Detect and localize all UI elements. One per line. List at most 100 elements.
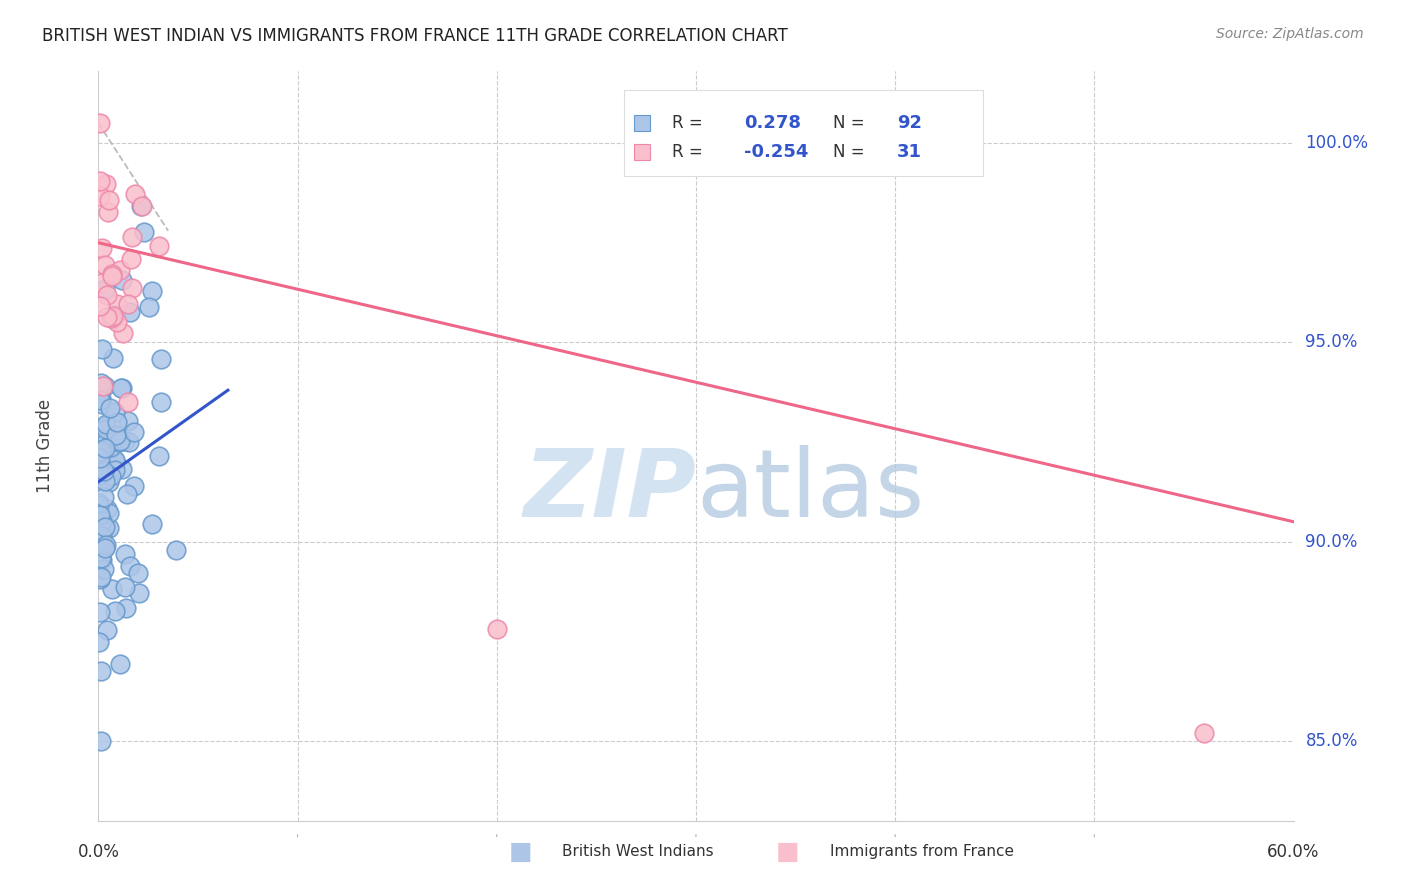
Point <box>134 225 156 239</box>
Point <box>120 305 142 319</box>
Text: British West Indians: British West Indians <box>562 845 714 859</box>
Text: R =: R = <box>672 114 709 132</box>
Point <box>101 351 124 365</box>
Text: Source: ZipAtlas.com: Source: ZipAtlas.com <box>1216 27 1364 41</box>
Point <box>138 300 160 314</box>
Point <box>131 199 153 213</box>
Point <box>104 454 127 468</box>
Point <box>114 580 136 594</box>
Text: ■: ■ <box>776 840 799 863</box>
Point <box>111 462 134 476</box>
Text: N =: N = <box>834 114 870 132</box>
Text: 92: 92 <box>897 114 922 132</box>
Point <box>115 601 138 615</box>
Point <box>90 570 112 584</box>
Point <box>117 414 139 428</box>
Text: ■: ■ <box>509 840 531 863</box>
Point <box>91 528 114 542</box>
FancyBboxPatch shape <box>634 144 650 161</box>
Point <box>100 469 122 483</box>
Point <box>89 573 111 587</box>
Point <box>117 297 139 311</box>
Point <box>121 281 143 295</box>
Point <box>98 193 121 207</box>
Point <box>90 551 112 566</box>
Text: -0.254: -0.254 <box>744 143 808 161</box>
Point <box>90 391 112 405</box>
Point <box>90 277 112 291</box>
Point <box>91 522 114 536</box>
Point <box>91 553 114 567</box>
Point <box>96 501 118 516</box>
Text: 0.0%: 0.0% <box>77 843 120 861</box>
Text: 85.0%: 85.0% <box>1306 732 1358 750</box>
Point <box>104 428 127 442</box>
Point <box>100 433 122 447</box>
Point <box>94 474 117 488</box>
Point <box>89 456 111 470</box>
Point <box>122 425 145 439</box>
Point <box>96 178 118 192</box>
Point <box>98 401 121 416</box>
Point <box>114 434 136 448</box>
Point <box>89 464 111 478</box>
Point <box>90 733 112 747</box>
Point <box>97 205 120 219</box>
Text: Immigrants from France: Immigrants from France <box>830 845 1014 859</box>
Point <box>100 310 122 325</box>
Point <box>89 466 111 480</box>
Text: 31: 31 <box>897 143 922 161</box>
Text: 11th Grade: 11th Grade <box>35 399 53 493</box>
Point <box>89 188 111 202</box>
Point <box>94 379 117 393</box>
Point <box>96 623 118 637</box>
Point <box>150 395 173 409</box>
Point <box>89 392 111 407</box>
Text: 60.0%: 60.0% <box>1267 843 1320 861</box>
Point <box>128 586 150 600</box>
Text: R =: R = <box>672 143 709 161</box>
Point <box>117 394 139 409</box>
Point <box>131 199 153 213</box>
Point <box>87 635 110 649</box>
Point <box>94 538 117 552</box>
Point <box>101 309 124 323</box>
Point <box>148 239 170 253</box>
Point <box>89 606 111 620</box>
Point <box>110 381 132 395</box>
Point <box>90 443 112 458</box>
Point <box>91 442 114 457</box>
Point <box>97 520 120 534</box>
Point <box>485 623 508 637</box>
Point <box>108 263 131 277</box>
Point <box>94 441 117 455</box>
Point <box>101 269 124 284</box>
Point <box>89 498 111 512</box>
Text: 100.0%: 100.0% <box>1306 134 1368 153</box>
Point <box>104 405 127 419</box>
Point <box>104 604 127 618</box>
Text: N =: N = <box>834 143 870 161</box>
Point <box>100 582 122 596</box>
Point <box>89 508 111 523</box>
Point <box>93 541 115 555</box>
Point <box>90 515 112 529</box>
Point <box>104 453 127 467</box>
Text: 0.278: 0.278 <box>744 114 801 132</box>
Point <box>107 431 129 445</box>
Point <box>124 479 146 493</box>
Point <box>93 419 115 434</box>
Point <box>91 241 114 255</box>
Point <box>96 288 118 302</box>
Point <box>111 326 134 341</box>
Point <box>93 464 115 478</box>
Point <box>117 486 139 500</box>
Point <box>110 434 132 448</box>
Point <box>94 541 117 555</box>
Point <box>89 450 111 465</box>
Point <box>105 415 128 429</box>
Point <box>96 417 118 432</box>
Point <box>114 547 136 561</box>
Point <box>120 252 142 266</box>
FancyBboxPatch shape <box>634 114 650 131</box>
